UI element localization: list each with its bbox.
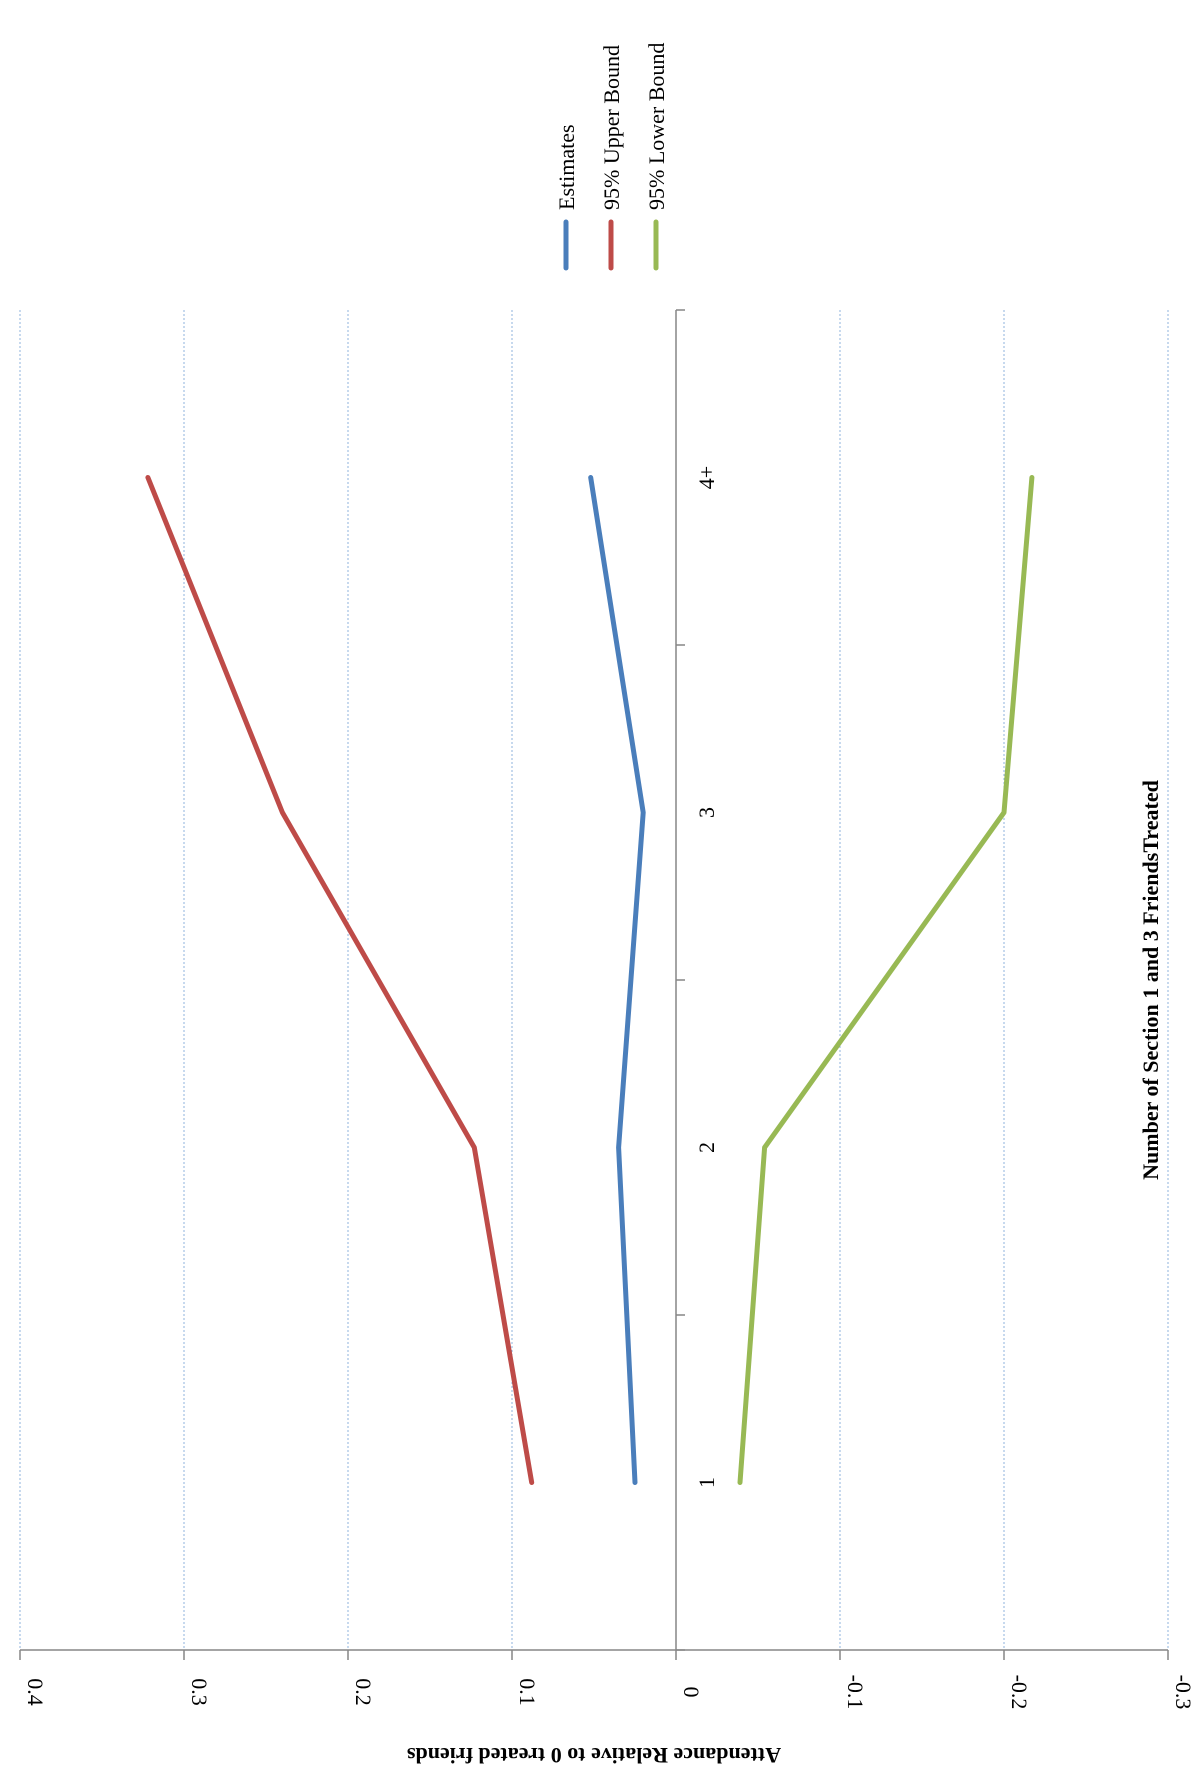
- value-tick-label: -0.2: [1007, 1675, 1032, 1710]
- legend-label: 95% Lower Bound: [644, 43, 669, 210]
- value-tick-label: 0: [679, 1687, 704, 1698]
- x-axis-title: Number of Section 1 and 3 FriendsTreated: [1138, 780, 1163, 1180]
- value-tick-label: 0.4: [23, 1678, 48, 1706]
- category-tick-label: 2: [694, 1142, 719, 1153]
- axis-labels: 0.4 0.3 0.2 0.1 0 -0.1 -0.2 -0.3 1 2 3 4+ Number of …: [23, 466, 1196, 1768]
- series-lines: [148, 478, 1032, 1483]
- value-tick-label: 0.1: [515, 1678, 540, 1706]
- legend: Estimates 95% Upper Bound 95% Lower Bound: [554, 43, 669, 268]
- value-tick-label: -0.3: [1171, 1675, 1196, 1710]
- legend-label: Estimates: [554, 124, 579, 210]
- series-line: [148, 478, 532, 1483]
- value-tick-label: 0.3: [187, 1678, 212, 1706]
- legend-label: 95% Upper Bound: [599, 45, 624, 210]
- category-tick-label: 1: [694, 1477, 719, 1488]
- value-tick-label: -0.1: [843, 1675, 868, 1710]
- series-line: [591, 478, 644, 1483]
- value-tick-label: 0.2: [351, 1678, 376, 1706]
- category-tick-label: 3: [694, 807, 719, 818]
- category-tick-label: 4+: [694, 466, 719, 489]
- series-line: [740, 478, 1032, 1483]
- y-axis-title: Attendance Relative to 0 treated friends: [407, 1743, 782, 1768]
